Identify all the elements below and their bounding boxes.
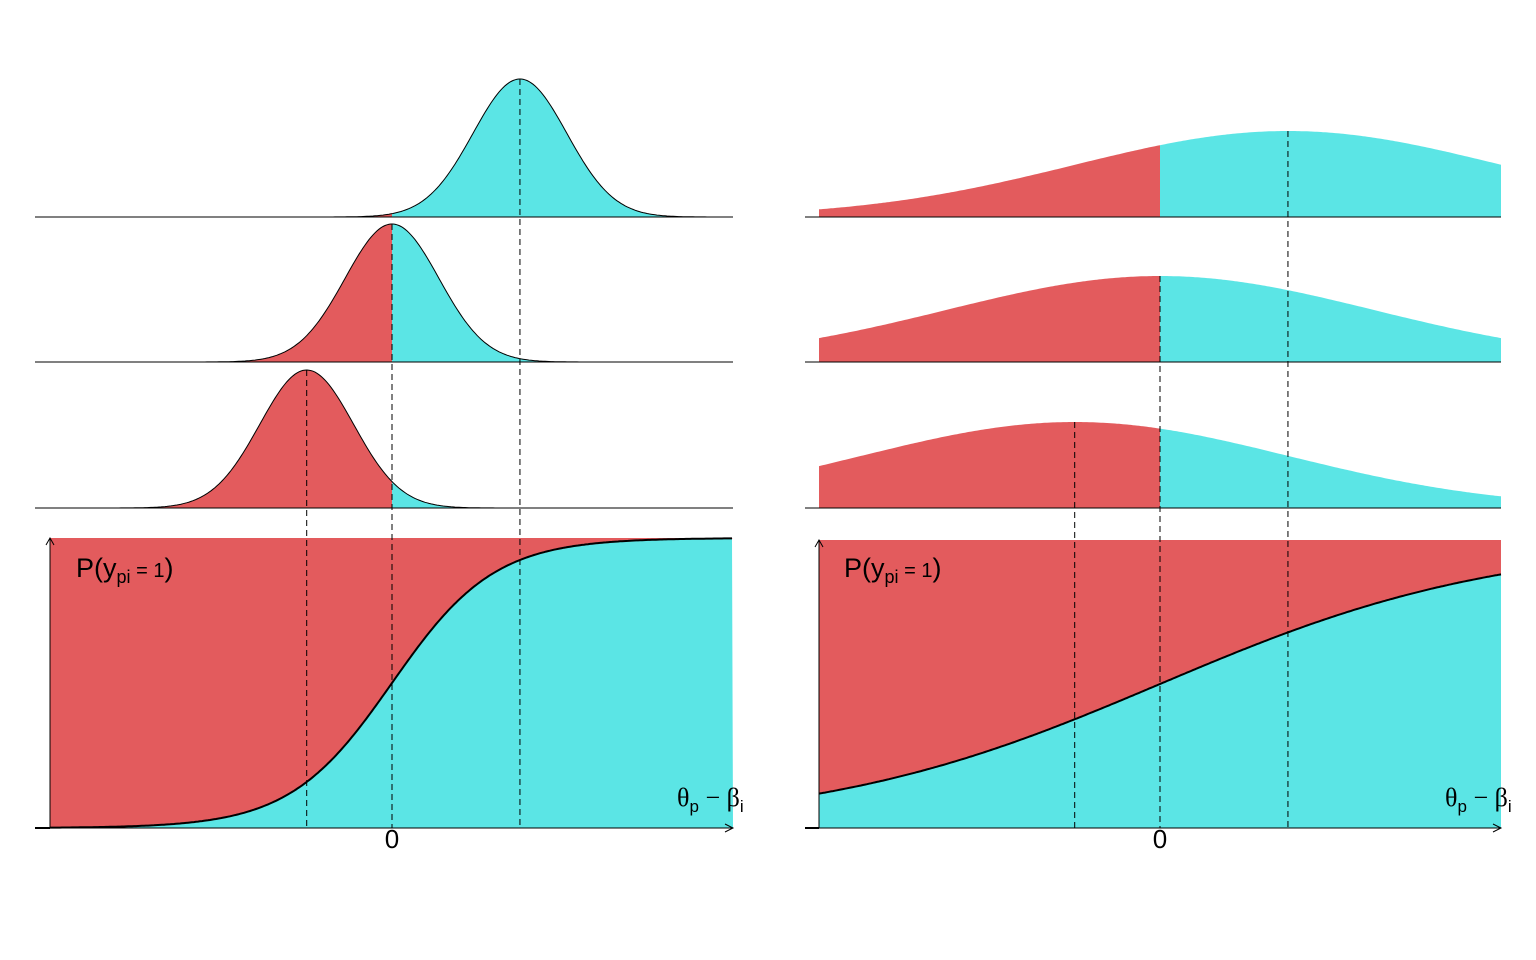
right-prob-label: P(ypi = 1) bbox=[844, 553, 941, 587]
left-panel bbox=[35, 78, 735, 833]
right-x-theta: θ bbox=[1445, 783, 1457, 812]
right-x-beta: β bbox=[1495, 783, 1508, 812]
x-axis-arrow bbox=[724, 823, 735, 833]
density-fill-above-zero bbox=[392, 79, 733, 217]
y-axis-arrow bbox=[45, 536, 55, 546]
right-panel bbox=[805, 131, 1503, 833]
left-x-theta: θ bbox=[677, 783, 689, 812]
svg-text:P(ypi = 1): P(ypi = 1) bbox=[844, 553, 941, 587]
y-axis-arrow bbox=[814, 538, 824, 548]
density-fill-below-zero bbox=[35, 370, 392, 508]
left-prob-eq: = 1 bbox=[131, 560, 165, 582]
right-prob-sub: pi bbox=[885, 567, 899, 587]
right-prob-y: y bbox=[871, 553, 885, 583]
density-fill-below-zero bbox=[35, 224, 392, 362]
density-outline bbox=[35, 78, 733, 218]
left-x-minus: − bbox=[699, 783, 727, 812]
left-x-beta: β bbox=[727, 783, 740, 812]
density-outline bbox=[35, 369, 733, 509]
density-fill-above-zero bbox=[392, 481, 733, 508]
left-prob-P: P bbox=[76, 553, 94, 583]
density-fill-above-zero bbox=[1160, 131, 1501, 217]
density-outline bbox=[35, 223, 733, 363]
svg-text:θp − βi: θp − βi bbox=[1445, 783, 1512, 816]
left-x-axis-label: θp − βi bbox=[677, 783, 744, 816]
left-zero-tick: 0 bbox=[385, 824, 399, 854]
density-fill-below-zero bbox=[819, 422, 1160, 508]
probability-region-cyan bbox=[50, 538, 733, 828]
right-x-minus: − bbox=[1467, 783, 1495, 812]
right-prob-eq: = 1 bbox=[899, 560, 933, 582]
left-prob-sub: pi bbox=[117, 567, 131, 587]
logistic-curve bbox=[818, 573, 1502, 795]
left-x-beta-sub: i bbox=[740, 797, 744, 816]
svg-text:θp − βi: θp − βi bbox=[677, 783, 744, 816]
right-zero-tick: 0 bbox=[1153, 824, 1167, 854]
logistic-curve bbox=[50, 537, 732, 829]
density-fill-above-zero bbox=[1160, 428, 1501, 508]
density-fill-below-zero bbox=[819, 276, 1160, 362]
left-prob-y: y bbox=[103, 553, 117, 583]
left-prob-label: P(ypi = 1) bbox=[76, 553, 173, 587]
density-fill-above-zero bbox=[1160, 276, 1501, 362]
right-x-axis-label: θp − βi bbox=[1445, 783, 1512, 816]
density-fill-below-zero bbox=[819, 145, 1160, 217]
left-x-theta-sub: p bbox=[689, 797, 698, 816]
density-fill-above-zero bbox=[392, 224, 733, 362]
right-x-theta-sub: p bbox=[1457, 797, 1466, 816]
right-prob-P: P bbox=[844, 553, 862, 583]
x-axis-arrow bbox=[1492, 823, 1503, 833]
right-x-beta-sub: i bbox=[1508, 797, 1512, 816]
svg-text:P(ypi = 1): P(ypi = 1) bbox=[76, 553, 173, 587]
